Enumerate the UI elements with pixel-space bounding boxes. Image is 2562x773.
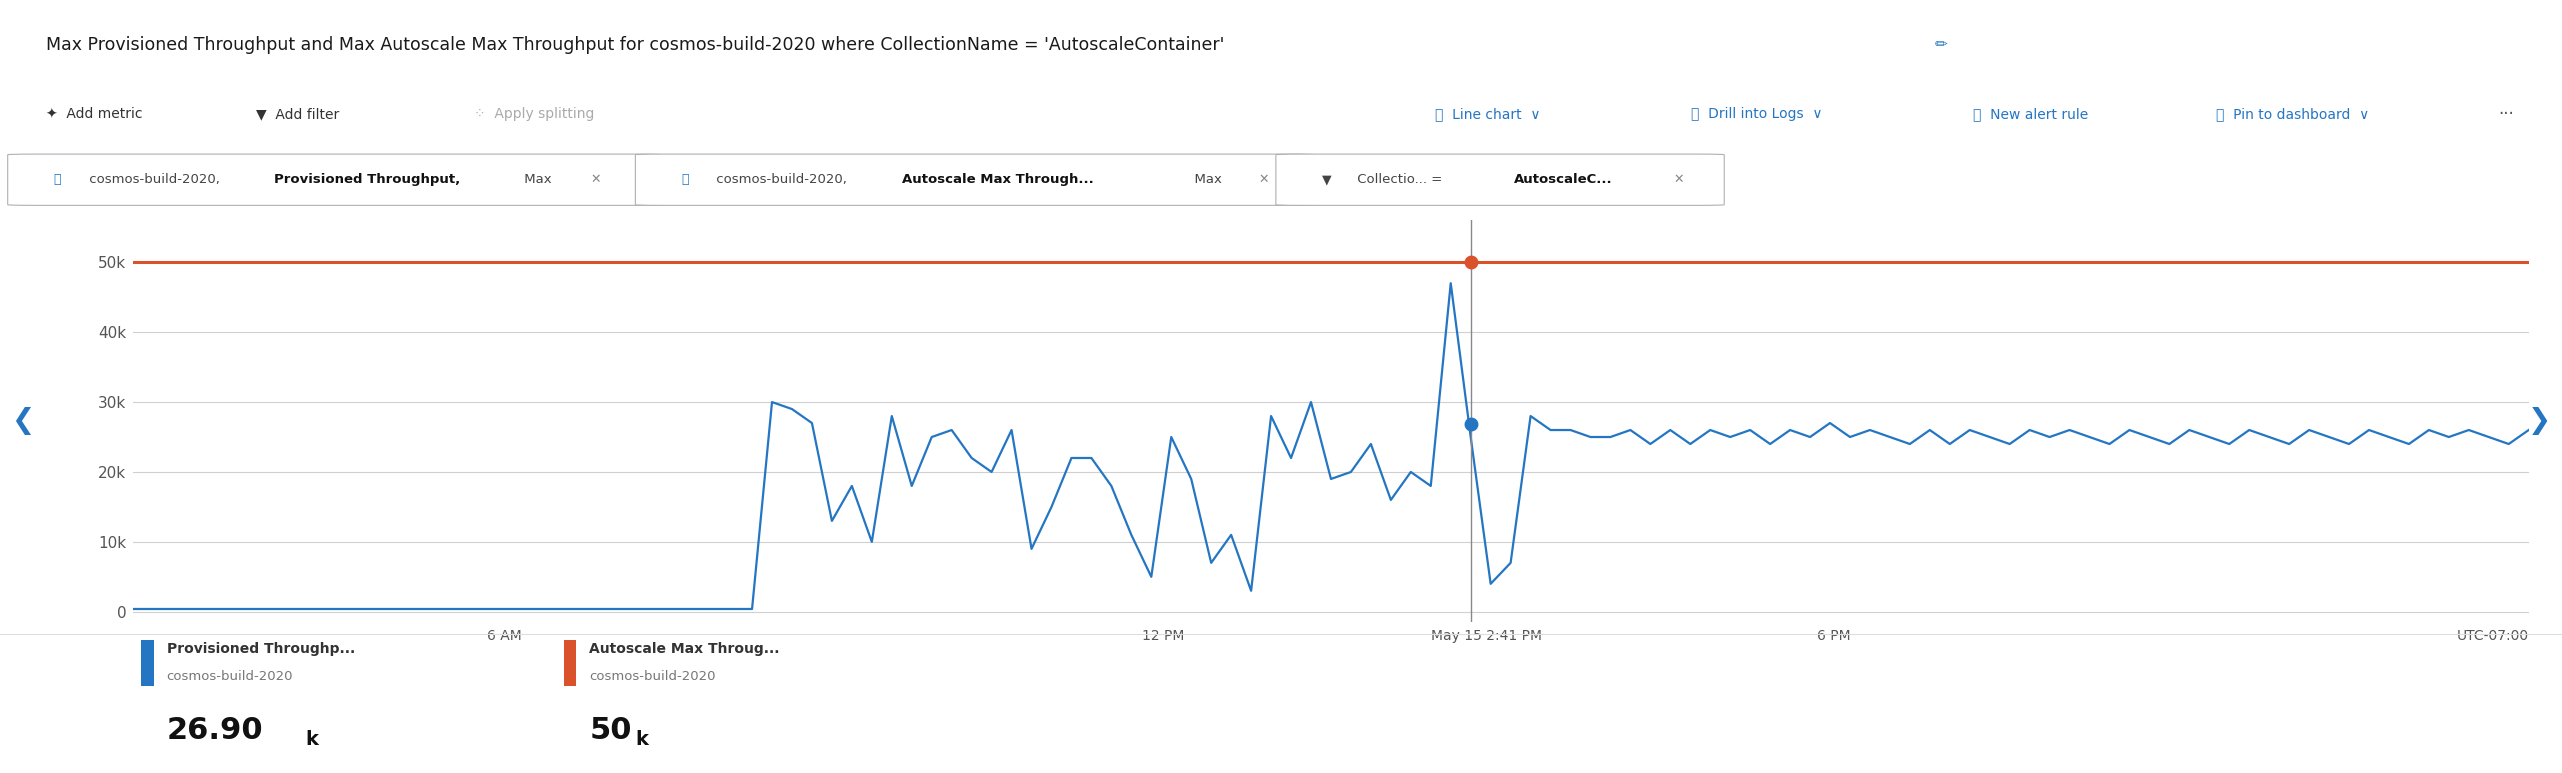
Text: Provisioned Throughp...: Provisioned Throughp...	[167, 642, 354, 656]
Text: Provisioned Throughput,: Provisioned Throughput,	[274, 173, 461, 186]
Text: Collectio... =: Collectio... =	[1353, 173, 1445, 186]
Text: Max Provisioned Throughput and Max Autoscale Max Throughput for cosmos-build-202: Max Provisioned Throughput and Max Autos…	[46, 36, 1225, 53]
Text: cosmos-build-2020: cosmos-build-2020	[589, 670, 715, 683]
Text: ✏: ✏	[1934, 37, 1947, 52]
Text: ✕: ✕	[587, 173, 602, 186]
Text: k: k	[635, 730, 648, 749]
Text: 🔵: 🔵	[54, 173, 61, 186]
Bar	[141, 640, 154, 686]
Text: ▼: ▼	[1322, 173, 1332, 186]
Text: AutoscaleC...: AutoscaleC...	[1514, 173, 1611, 186]
Text: ⁘  Apply splitting: ⁘ Apply splitting	[474, 107, 594, 121]
Text: Autoscale Max Throug...: Autoscale Max Throug...	[589, 642, 779, 656]
Text: 26.90: 26.90	[167, 717, 264, 745]
Text: ❯: ❯	[2526, 407, 2552, 435]
Text: 🔵: 🔵	[681, 173, 689, 186]
Text: ▼  Add filter: ▼ Add filter	[256, 107, 338, 121]
Bar	[564, 640, 576, 686]
FancyBboxPatch shape	[8, 154, 661, 206]
Text: k: k	[305, 730, 318, 749]
Text: ✕: ✕	[1670, 173, 1686, 186]
Text: 📋  Drill into Logs  ∨: 📋 Drill into Logs ∨	[1691, 107, 1822, 121]
Text: ···: ···	[2498, 105, 2513, 123]
Text: ✦  Add metric: ✦ Add metric	[46, 107, 143, 121]
Text: ❮: ❮	[10, 407, 36, 435]
Text: cosmos-build-2020,: cosmos-build-2020,	[85, 173, 223, 186]
Text: 🔔  New alert rule: 🔔 New alert rule	[1973, 107, 2088, 121]
Text: Max: Max	[1186, 173, 1222, 186]
Text: cosmos-build-2020: cosmos-build-2020	[167, 670, 292, 683]
FancyBboxPatch shape	[1276, 154, 1724, 206]
Text: 📈  Line chart  ∨: 📈 Line chart ∨	[1435, 107, 1540, 121]
Text: ✕: ✕	[1255, 173, 1271, 186]
Text: Autoscale Max Through...: Autoscale Max Through...	[902, 173, 1094, 186]
Text: 50: 50	[589, 717, 633, 745]
Text: cosmos-build-2020,: cosmos-build-2020,	[712, 173, 851, 186]
Text: Max: Max	[520, 173, 551, 186]
Text: 📌  Pin to dashboard  ∨: 📌 Pin to dashboard ∨	[2216, 107, 2370, 121]
FancyBboxPatch shape	[635, 154, 1314, 206]
